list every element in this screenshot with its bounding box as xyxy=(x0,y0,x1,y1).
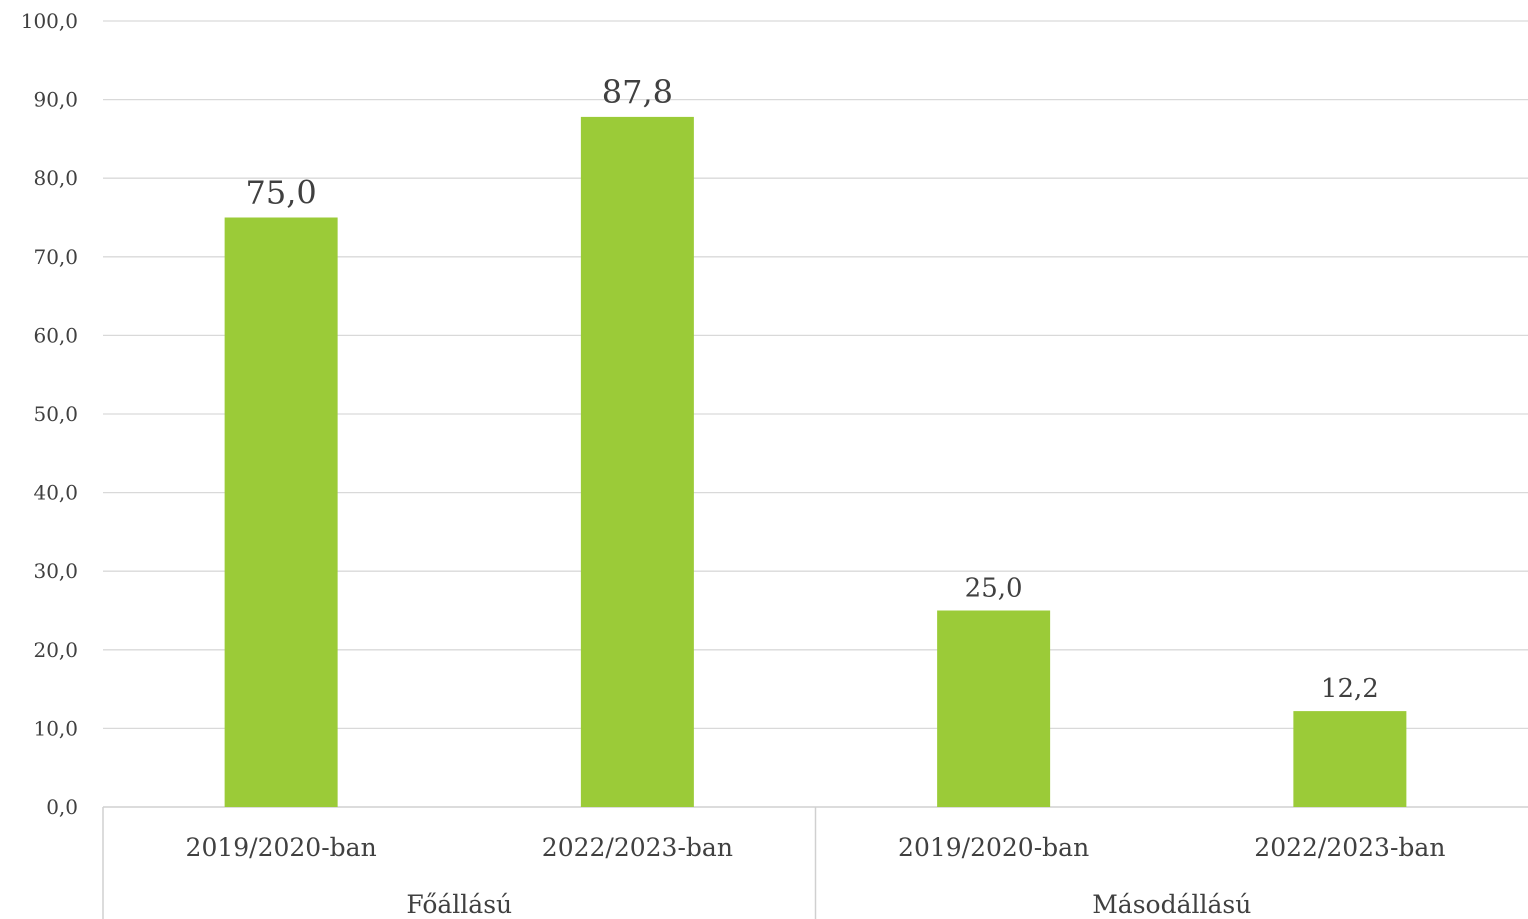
data-label: 25,0 xyxy=(965,574,1023,604)
data-label: 12,2 xyxy=(1321,674,1379,704)
data-label: 87,8 xyxy=(602,73,673,111)
y-tick-label: 20,0 xyxy=(33,638,78,662)
group-label: Másodállású xyxy=(1092,890,1251,919)
bar xyxy=(580,116,694,808)
y-tick-label: 90,0 xyxy=(33,88,78,112)
y-tick-label: 40,0 xyxy=(33,481,78,505)
gridlines xyxy=(103,20,1528,730)
y-tick-labels: 0,0 10,0 20,0 30,0 40,0 50,0 60,0 70,0 80,0 90,0 1… xyxy=(21,9,78,819)
y-tick-label: 30,0 xyxy=(33,559,78,583)
category-labels: 2019/2020-ban 2022/2023-ban Főállású 2019/2… xyxy=(186,833,1446,919)
category-label: 2019/2020-ban xyxy=(186,833,377,862)
category-label: 2022/2023-ban xyxy=(1254,833,1445,862)
y-tick-label: 80,0 xyxy=(33,166,78,190)
y-tick-label: 60,0 xyxy=(33,323,78,347)
data-labels: 75,0 87,8 25,0 12,2 xyxy=(246,73,1379,704)
data-label: 75,0 xyxy=(246,174,317,212)
category-axis xyxy=(102,806,1528,919)
bar xyxy=(937,610,1051,807)
bar xyxy=(224,217,338,807)
bar xyxy=(1293,711,1407,807)
category-label: 2022/2023-ban xyxy=(542,833,733,862)
category-label: 2019/2020-ban xyxy=(898,833,1089,862)
y-tick-label: 0,0 xyxy=(46,795,78,819)
group-label: Főállású xyxy=(406,890,512,919)
y-tick-label: 100,0 xyxy=(21,9,78,33)
bars xyxy=(224,116,1407,808)
y-tick-label: 70,0 xyxy=(33,245,78,269)
y-tick-label: 50,0 xyxy=(33,402,78,426)
y-tick-label: 10,0 xyxy=(33,716,78,740)
